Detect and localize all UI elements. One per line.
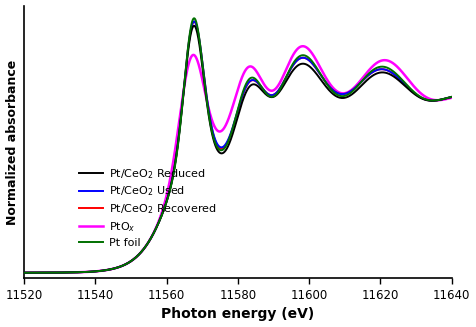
Pt/CeO$_2$ Recovered — [395, 75, 400, 79]
Line: Pt/CeO$_2$ Used: Pt/CeO$_2$ Used — [24, 21, 452, 273]
Pt foil — [70, 270, 76, 274]
Line: PtO$_x$: PtO$_x$ — [24, 46, 452, 273]
Pt/CeO$_2$ Reduced — [449, 95, 455, 99]
PtO$_x$ — [441, 98, 446, 102]
Pt/CeO$_2$ Recovered — [204, 96, 209, 100]
PtO$_x$ — [204, 98, 209, 102]
Pt foil — [21, 271, 27, 275]
Pt/CeO$_2$ Used — [441, 97, 446, 101]
Pt foil — [395, 73, 400, 77]
Pt/CeO$_2$ Reduced — [96, 269, 101, 273]
PtO$_x$ — [96, 269, 101, 273]
Pt/CeO$_2$ Reduced — [191, 24, 197, 28]
PtO$_x$ — [185, 64, 191, 68]
Pt/CeO$_2$ Recovered — [96, 269, 101, 273]
Line: Pt/CeO$_2$ Recovered: Pt/CeO$_2$ Recovered — [24, 22, 452, 273]
Pt/CeO$_2$ Used — [21, 271, 27, 275]
Pt/CeO$_2$ Used — [204, 95, 209, 99]
Pt/CeO$_2$ Recovered — [449, 95, 455, 99]
Pt/CeO$_2$ Recovered — [185, 46, 191, 50]
PtO$_x$ — [449, 96, 455, 100]
PtO$_x$ — [70, 270, 76, 274]
Pt foil — [449, 95, 455, 99]
Pt/CeO$_2$ Reduced — [70, 270, 76, 274]
Pt foil — [204, 98, 209, 102]
Pt/CeO$_2$ Used — [191, 19, 197, 23]
PtO$_x$ — [21, 271, 27, 275]
Pt/CeO$_2$ Used — [449, 95, 455, 99]
PtO$_x$ — [300, 44, 306, 48]
Pt/CeO$_2$ Recovered — [441, 97, 446, 101]
Pt/CeO$_2$ Reduced — [204, 100, 209, 104]
X-axis label: Photon energy (eV): Photon energy (eV) — [161, 307, 315, 321]
PtO$_x$ — [395, 65, 400, 69]
Pt/CeO$_2$ Used — [70, 270, 76, 274]
Pt/CeO$_2$ Reduced — [185, 49, 191, 53]
Pt foil — [96, 269, 101, 273]
Pt/CeO$_2$ Recovered — [191, 20, 197, 24]
Legend: Pt/CeO$_2$ Reduced, Pt/CeO$_2$ Used, Pt/CeO$_2$ Recovered, PtO$_x$, Pt foil: Pt/CeO$_2$ Reduced, Pt/CeO$_2$ Used, Pt/… — [75, 164, 219, 251]
Pt/CeO$_2$ Recovered — [21, 271, 27, 275]
Pt/CeO$_2$ Used — [96, 269, 101, 273]
Pt foil — [185, 44, 191, 48]
Pt foil — [191, 16, 197, 20]
Line: Pt foil: Pt foil — [24, 18, 452, 273]
Line: Pt/CeO$_2$ Reduced: Pt/CeO$_2$ Reduced — [24, 26, 452, 273]
Pt/CeO$_2$ Used — [395, 75, 400, 79]
Pt/CeO$_2$ Used — [185, 46, 191, 50]
Pt/CeO$_2$ Reduced — [441, 97, 446, 101]
Y-axis label: Normalized absorbance: Normalized absorbance — [6, 60, 19, 225]
Pt/CeO$_2$ Reduced — [21, 271, 27, 275]
Pt/CeO$_2$ Reduced — [395, 77, 400, 81]
Pt foil — [441, 97, 446, 101]
Pt/CeO$_2$ Recovered — [70, 270, 76, 274]
